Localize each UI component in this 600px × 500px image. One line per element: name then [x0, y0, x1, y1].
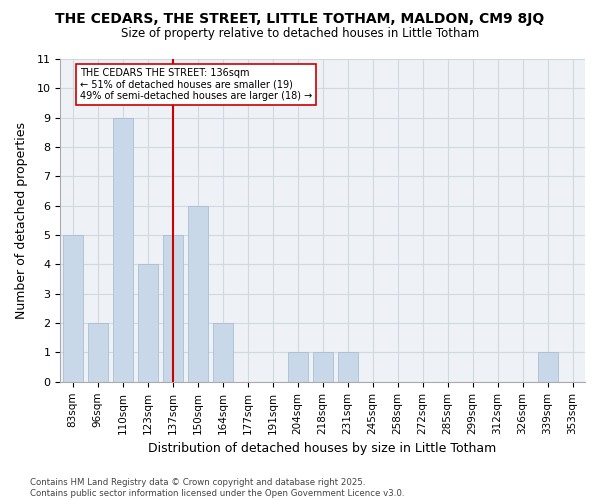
Bar	[62, 235, 83, 382]
Bar	[313, 352, 332, 382]
Bar	[163, 235, 182, 382]
Bar	[88, 323, 107, 382]
Bar	[212, 323, 233, 382]
Text: THE CEDARS THE STREET: 136sqm
← 51% of detached houses are smaller (19)
49% of s: THE CEDARS THE STREET: 136sqm ← 51% of d…	[80, 68, 313, 101]
Text: Size of property relative to detached houses in Little Totham: Size of property relative to detached ho…	[121, 28, 479, 40]
Bar	[338, 352, 358, 382]
Bar	[287, 352, 308, 382]
Bar	[188, 206, 208, 382]
Bar	[538, 352, 557, 382]
Bar	[113, 118, 133, 382]
Text: Contains HM Land Registry data © Crown copyright and database right 2025.
Contai: Contains HM Land Registry data © Crown c…	[30, 478, 404, 498]
X-axis label: Distribution of detached houses by size in Little Totham: Distribution of detached houses by size …	[148, 442, 497, 455]
Text: THE CEDARS, THE STREET, LITTLE TOTHAM, MALDON, CM9 8JQ: THE CEDARS, THE STREET, LITTLE TOTHAM, M…	[55, 12, 545, 26]
Bar	[137, 264, 158, 382]
Y-axis label: Number of detached properties: Number of detached properties	[15, 122, 28, 319]
